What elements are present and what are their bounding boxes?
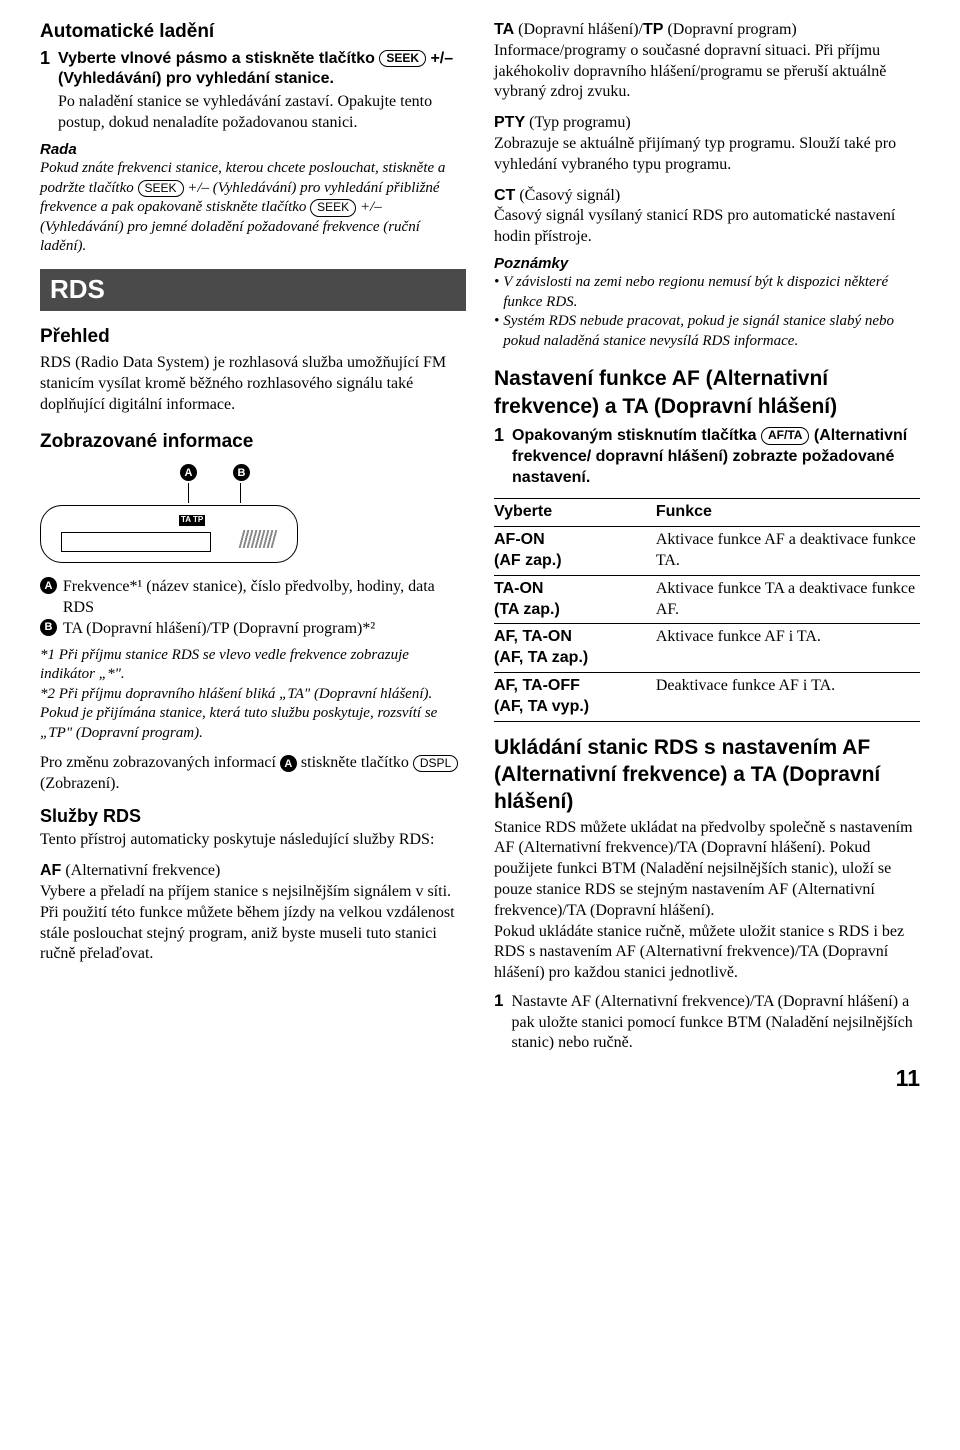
step-detail: Po naladění stanice se vyhledávání zasta… — [58, 92, 466, 134]
table-row: TA-ON(TA zap.)Aktivace funkce TA a deakt… — [494, 575, 920, 624]
table-row: AF, TA-ON(AF, TA zap.)Aktivace funkce AF… — [494, 624, 920, 673]
seek-button-label: SEEK — [138, 180, 184, 198]
label-a: A — [180, 464, 197, 481]
right-column: TA (Dopravní hlášení)/TP (Dopravní progr… — [494, 20, 920, 1094]
setting-name: AF-ON(AF zap.) — [494, 527, 656, 576]
af-text: Vybere a přeladí na příjem stanice s nej… — [40, 882, 466, 965]
seek-button-label: SEEK — [379, 50, 426, 68]
ta-text: Informace/programy o současné dopravní s… — [494, 41, 920, 103]
step-text: Opakovaným stisknutím tlačítka AF/TA (Al… — [512, 426, 920, 488]
tatp-indicator: TA TP — [179, 515, 205, 525]
h-auto-tuning: Automatické ladění — [40, 20, 466, 45]
list-item-a: A Frekvence*¹ (název stanice), číslo pře… — [40, 577, 466, 619]
ct-block: CT (Časový signál) Časový signál vysílan… — [494, 186, 920, 248]
diagram-labels: A B — [180, 464, 300, 481]
services-text: Tento přístroj automaticky poskytuje nás… — [40, 830, 466, 851]
tip-heading: Rada — [40, 140, 466, 160]
table-row: AF, TA-OFF(AF, TA vyp.)Deaktivace funkce… — [494, 673, 920, 722]
pty-text: Zobrazuje se aktuálně přijímaný typ prog… — [494, 134, 920, 176]
footnote-1: *1 Při příjmu stanice RDS se vlevo vedle… — [40, 646, 466, 685]
notes-heading: Poznámky — [494, 254, 920, 274]
change-display-text: Pro změnu zobrazovaných informací A stis… — [40, 753, 466, 795]
left-column: Automatické ladění 1 Vyberte vlnové pásm… — [40, 20, 466, 1094]
h-display-info: Zobrazované informace — [40, 430, 466, 455]
store-step-row: 1 Nastavte AF (Alternativní frekvence)/T… — [494, 992, 920, 1054]
step-num: 1 — [40, 49, 50, 134]
pty-term: PTY — [494, 114, 525, 131]
setting-name: AF, TA-OFF(AF, TA vyp.) — [494, 673, 656, 722]
pointer-a — [188, 483, 189, 503]
afta-settings-table: Vyberte Funkce AF-ON(AF zap.)Aktivace fu… — [494, 498, 920, 721]
setting-desc: Aktivace funkce TA a deaktivace funkce A… — [656, 575, 920, 624]
h-rds-services: Služby RDS — [40, 805, 466, 828]
text: (Dopravní hlášení)/ — [514, 21, 643, 38]
seek-button-label: SEEK — [310, 199, 356, 217]
list-item-b: B TA (Dopravní hlášení)/TP (Dopravní pro… — [40, 619, 466, 640]
col-select: Vyberte — [494, 499, 656, 527]
note-item: V závislosti na zemi nebo regionu nemusí… — [494, 273, 920, 312]
table-row: AF-ON(AF zap.)Aktivace funkce AF a deakt… — [494, 527, 920, 576]
step-num: 1 — [494, 426, 504, 488]
note-text: Systém RDS nebude pracovat, pokud je sig… — [503, 312, 920, 351]
ct-text: Časový signál vysílaný stanicí RDS pro a… — [494, 206, 920, 248]
dspl-button-label: DSPL — [413, 755, 458, 773]
text: Pro změnu zobrazovaných informací — [40, 754, 280, 771]
display-inner-box — [61, 532, 211, 552]
step-text: Vyberte vlnové pásmo a stiskněte tlačítk… — [58, 49, 466, 134]
marker-a-inline: A — [280, 755, 297, 772]
note-text: V závislosti na zemi nebo regionu nemusí… — [503, 273, 920, 312]
af-term-desc: (Alternativní frekvence) — [61, 862, 220, 879]
store-p2: Pokud ukládáte stanice ručně, můžete ulo… — [494, 922, 920, 984]
label-b: B — [233, 464, 250, 481]
h-store-rds: Ukládání stanic RDS s nastavením AF (Alt… — [494, 734, 920, 816]
setting-desc: Deaktivace funkce AF i TA. — [656, 673, 920, 722]
list-text-b: TA (Dopravní hlášení)/TP (Dopravní progr… — [63, 619, 375, 640]
text: (Dopravní program) — [663, 21, 796, 38]
marker-b: B — [40, 619, 57, 636]
text: Vyberte vlnové pásmo a stiskněte tlačítk… — [58, 50, 379, 67]
display-diagram: A B TA TP — [40, 464, 300, 563]
text: (Časový signál) — [515, 187, 620, 204]
store-p1: Stanice RDS můžete ukládat na předvolby … — [494, 818, 920, 922]
ta-block: TA (Dopravní hlášení)/TP (Dopravní progr… — [494, 20, 920, 103]
store-step-text: Nastavte AF (Alternativní frekvence)/TA … — [511, 992, 920, 1054]
step-num: 1 — [494, 992, 503, 1054]
setting-desc: Aktivace funkce AF i TA. — [656, 624, 920, 673]
list-text-a: Frekvence*¹ (název stanice), číslo předv… — [63, 577, 466, 619]
col-function: Funkce — [656, 499, 920, 527]
setting-name: TA-ON(TA zap.) — [494, 575, 656, 624]
setting-desc: Aktivace funkce AF a deaktivace funkce T… — [656, 527, 920, 576]
text: (Zobrazení). — [40, 775, 120, 792]
h-afta-settings: Nastavení funkce AF (Alternativní frekve… — [494, 365, 920, 420]
setting-name: AF, TA-ON(AF, TA zap.) — [494, 624, 656, 673]
rds-section-header: RDS — [40, 269, 466, 311]
text: Opakovaným stisknutím tlačítka — [512, 427, 761, 444]
step-1-row: 1 Vyberte vlnové pásmo a stiskněte tlačí… — [40, 49, 466, 134]
text: stiskněte tlačítko — [297, 754, 413, 771]
display-bars — [241, 530, 275, 548]
pointer-b — [240, 483, 241, 503]
diagram-pointer-row — [60, 483, 300, 505]
pty-block: PTY (Typ programu) Zobrazuje se aktuálně… — [494, 113, 920, 175]
tp-term: TP — [643, 21, 663, 38]
page-number: 11 — [494, 1064, 920, 1094]
ta-term: TA — [494, 21, 514, 38]
notes-list: V závislosti na zemi nebo regionu nemusí… — [494, 273, 920, 351]
step-row: 1 Opakovaným stisknutím tlačítka AF/TA (… — [494, 426, 920, 488]
overview-text: RDS (Radio Data System) je rozhlasová sl… — [40, 353, 466, 415]
af-block: AF (Alternativní frekvence) Vybere a pře… — [40, 861, 466, 965]
ct-term: CT — [494, 187, 515, 204]
af-term: AF — [40, 862, 61, 879]
h-overview: Přehled — [40, 325, 466, 350]
footnote-2: *2 Při příjmu dopravního hlášení bliká „… — [40, 685, 466, 744]
tip-text: Pokud znáte frekvenci stanice, kterou ch… — [40, 159, 466, 257]
afta-button-label: AF/TA — [761, 427, 809, 445]
display-panel: TA TP — [40, 505, 298, 563]
note-item: Systém RDS nebude pracovat, pokud je sig… — [494, 312, 920, 351]
page-container: Automatické ladění 1 Vyberte vlnové pásm… — [40, 20, 920, 1094]
text: (Typ programu) — [525, 114, 631, 131]
marker-a: A — [40, 577, 57, 594]
